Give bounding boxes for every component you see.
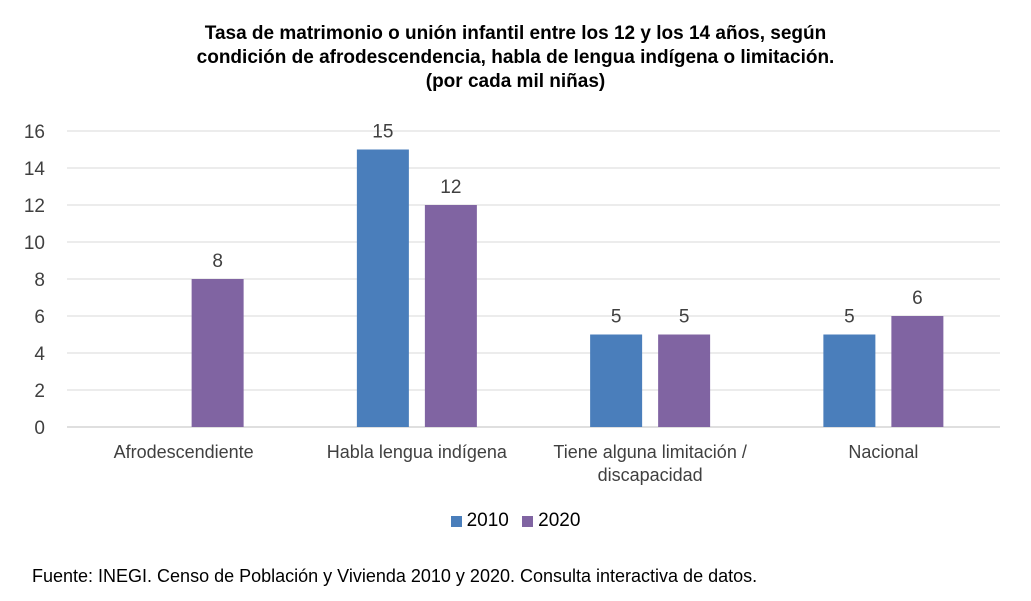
x-tick-label-line: Afrodescendiente (114, 442, 254, 462)
chart-title-line-1: Tasa de matrimonio o unión infantil entr… (204, 23, 827, 44)
x-tick-label-line: Nacional (848, 442, 918, 462)
legend: 2010 2020 (0, 510, 1031, 533)
legend-swatch-2020 (522, 515, 534, 527)
y-tick-label: 10 (24, 233, 45, 254)
bar-2020 (191, 279, 244, 427)
x-tick-label-line: Tiene alguna limitación / (553, 442, 746, 462)
x-tick-label-line: Habla lengua indígena (327, 442, 508, 462)
x-tick-label: Afrodescendiente (114, 442, 254, 462)
bar-2020 (891, 316, 944, 427)
data-label: 15 (372, 122, 393, 143)
legend-item-2010: 2010 (450, 510, 509, 532)
bar-2020 (658, 334, 711, 427)
x-tick-label: Habla lengua indígena (327, 442, 508, 462)
data-label: 8 (212, 251, 223, 272)
data-label: 5 (844, 307, 855, 328)
y-tick-label: 16 (24, 122, 45, 143)
data-label: 5 (679, 307, 690, 328)
legend-item-2020: 2020 (522, 510, 580, 532)
y-tick-label: 2 (34, 381, 45, 402)
y-tick-label: 14 (24, 159, 46, 180)
data-label: 5 (611, 307, 622, 328)
y-tick-label: 12 (24, 196, 45, 217)
data-label: 6 (912, 288, 923, 309)
y-tick-label: 6 (34, 307, 45, 328)
x-tick-label-line: discapacidad (598, 465, 703, 485)
chart-title-line-3: (por cada mil niñas) (425, 71, 606, 92)
bar-chart: 0 2 4 6 8 10 12 14 16 8 Afrodescendiente 15 12 Habla … (24, 122, 1000, 485)
x-tick-label: Nacional (848, 442, 918, 462)
bar-2020 (424, 205, 477, 427)
bar-2010 (590, 334, 643, 427)
legend-swatch-2010 (450, 515, 462, 527)
bar-2010 (356, 149, 409, 427)
bar-2010 (823, 334, 876, 427)
y-tick-label: 0 (34, 418, 45, 439)
chart-title-line-2: condición de afrodescendencia, habla de … (196, 47, 835, 68)
chart-title: Tasa de matrimonio o unión infantil entr… (0, 22, 1031, 94)
x-tick-label: Tiene alguna limitación / discapacidad (553, 442, 746, 485)
legend-label-2010: 2010 (466, 510, 509, 531)
data-label: 12 (440, 177, 461, 198)
y-tick-label: 4 (34, 344, 45, 365)
source-note: Fuente: INEGI. Censo de Población y Vivi… (32, 566, 758, 586)
y-tick-label: 8 (34, 270, 45, 291)
legend-label-2020: 2020 (538, 510, 581, 531)
